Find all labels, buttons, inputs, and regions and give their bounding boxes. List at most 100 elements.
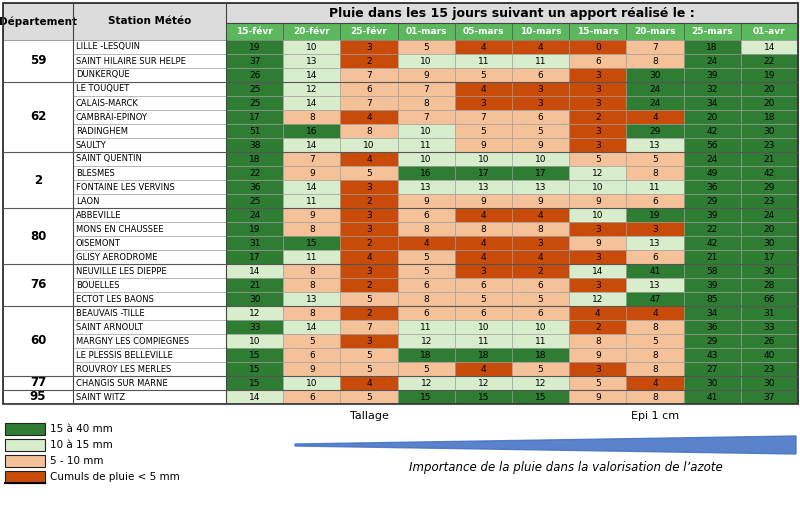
Text: 47: 47 bbox=[650, 294, 661, 303]
Text: 21: 21 bbox=[706, 253, 718, 262]
Bar bbox=[512, 208, 570, 222]
Text: 20: 20 bbox=[764, 224, 775, 233]
Bar bbox=[741, 23, 798, 40]
Text: 4: 4 bbox=[652, 112, 658, 121]
Bar bbox=[454, 180, 512, 194]
Text: 3: 3 bbox=[366, 267, 372, 276]
Text: 36: 36 bbox=[706, 183, 718, 191]
Text: 11: 11 bbox=[306, 253, 318, 262]
Text: 13: 13 bbox=[535, 183, 546, 191]
Text: 2: 2 bbox=[538, 267, 543, 276]
Text: 10: 10 bbox=[421, 56, 432, 65]
Bar bbox=[454, 96, 512, 110]
Text: 10: 10 bbox=[592, 210, 603, 220]
Text: 3: 3 bbox=[595, 365, 601, 373]
Bar bbox=[454, 166, 512, 180]
Bar bbox=[570, 222, 626, 236]
Bar bbox=[398, 236, 454, 250]
Text: 9: 9 bbox=[595, 238, 601, 247]
Text: 13: 13 bbox=[306, 56, 318, 65]
Bar bbox=[341, 320, 398, 334]
Bar bbox=[512, 124, 570, 138]
Text: LILLE -LESQUIN: LILLE -LESQUIN bbox=[76, 42, 140, 51]
Bar bbox=[283, 152, 341, 166]
Bar bbox=[341, 180, 398, 194]
Bar bbox=[341, 264, 398, 278]
Text: 3: 3 bbox=[595, 141, 601, 150]
Bar bbox=[512, 180, 570, 194]
Text: ABBEVILLE: ABBEVILLE bbox=[76, 210, 122, 220]
Text: 24: 24 bbox=[706, 56, 718, 65]
Bar bbox=[683, 236, 741, 250]
Text: Importance de la pluie dans la valorisation de l’azote: Importance de la pluie dans la valorisat… bbox=[409, 460, 722, 473]
Bar bbox=[226, 236, 283, 250]
Bar bbox=[398, 54, 454, 68]
Bar bbox=[741, 68, 798, 82]
Text: 62: 62 bbox=[30, 110, 46, 123]
Text: 41: 41 bbox=[706, 392, 718, 402]
Bar bbox=[512, 222, 570, 236]
Text: 4: 4 bbox=[538, 42, 543, 51]
Text: 34: 34 bbox=[706, 309, 718, 317]
Text: 3: 3 bbox=[595, 280, 601, 290]
Text: Epi 1 cm: Epi 1 cm bbox=[631, 411, 679, 421]
Text: 13: 13 bbox=[478, 183, 489, 191]
Text: 15: 15 bbox=[249, 365, 260, 373]
Text: 7: 7 bbox=[423, 112, 429, 121]
Text: 8: 8 bbox=[652, 168, 658, 177]
Text: 8: 8 bbox=[595, 336, 601, 346]
Bar bbox=[73, 264, 226, 278]
Text: 20: 20 bbox=[764, 98, 775, 108]
Text: 20: 20 bbox=[764, 85, 775, 94]
Bar bbox=[741, 362, 798, 376]
Text: 9: 9 bbox=[423, 197, 429, 206]
Bar bbox=[73, 96, 226, 110]
Bar bbox=[683, 208, 741, 222]
Text: 7: 7 bbox=[481, 112, 486, 121]
Bar bbox=[283, 124, 341, 138]
Text: 14: 14 bbox=[306, 141, 318, 150]
Text: 37: 37 bbox=[764, 392, 775, 402]
Bar bbox=[226, 3, 798, 23]
Bar bbox=[226, 306, 283, 320]
Bar bbox=[626, 264, 684, 278]
Text: 10-mars: 10-mars bbox=[520, 27, 562, 36]
Text: 6: 6 bbox=[423, 280, 429, 290]
Bar bbox=[570, 208, 626, 222]
Text: 5: 5 bbox=[481, 127, 486, 135]
Bar bbox=[741, 82, 798, 96]
Text: 8: 8 bbox=[309, 224, 314, 233]
Text: 3: 3 bbox=[481, 98, 486, 108]
Bar bbox=[341, 306, 398, 320]
Bar bbox=[226, 348, 283, 362]
Text: 40: 40 bbox=[764, 350, 775, 359]
Bar bbox=[73, 292, 226, 306]
Bar bbox=[570, 23, 626, 40]
Text: 4: 4 bbox=[652, 309, 658, 317]
Bar bbox=[283, 54, 341, 68]
Text: 4: 4 bbox=[481, 365, 486, 373]
Text: 5: 5 bbox=[309, 336, 314, 346]
Bar bbox=[454, 390, 512, 404]
Bar bbox=[73, 54, 226, 68]
Text: 5: 5 bbox=[481, 71, 486, 79]
Text: 8: 8 bbox=[652, 365, 658, 373]
Text: 11: 11 bbox=[478, 56, 489, 65]
Bar bbox=[626, 138, 684, 152]
Bar bbox=[73, 40, 226, 54]
Bar bbox=[73, 3, 226, 40]
Bar bbox=[512, 40, 570, 54]
Text: 30: 30 bbox=[249, 294, 260, 303]
Bar bbox=[683, 278, 741, 292]
Bar bbox=[683, 250, 741, 264]
Text: 66: 66 bbox=[764, 294, 775, 303]
Bar bbox=[73, 222, 226, 236]
Bar bbox=[512, 23, 570, 40]
Bar bbox=[283, 138, 341, 152]
Text: 5: 5 bbox=[595, 154, 601, 164]
Text: 11: 11 bbox=[535, 336, 546, 346]
Bar bbox=[626, 194, 684, 208]
Bar bbox=[73, 180, 226, 194]
Bar bbox=[626, 166, 684, 180]
Text: 14: 14 bbox=[306, 98, 318, 108]
